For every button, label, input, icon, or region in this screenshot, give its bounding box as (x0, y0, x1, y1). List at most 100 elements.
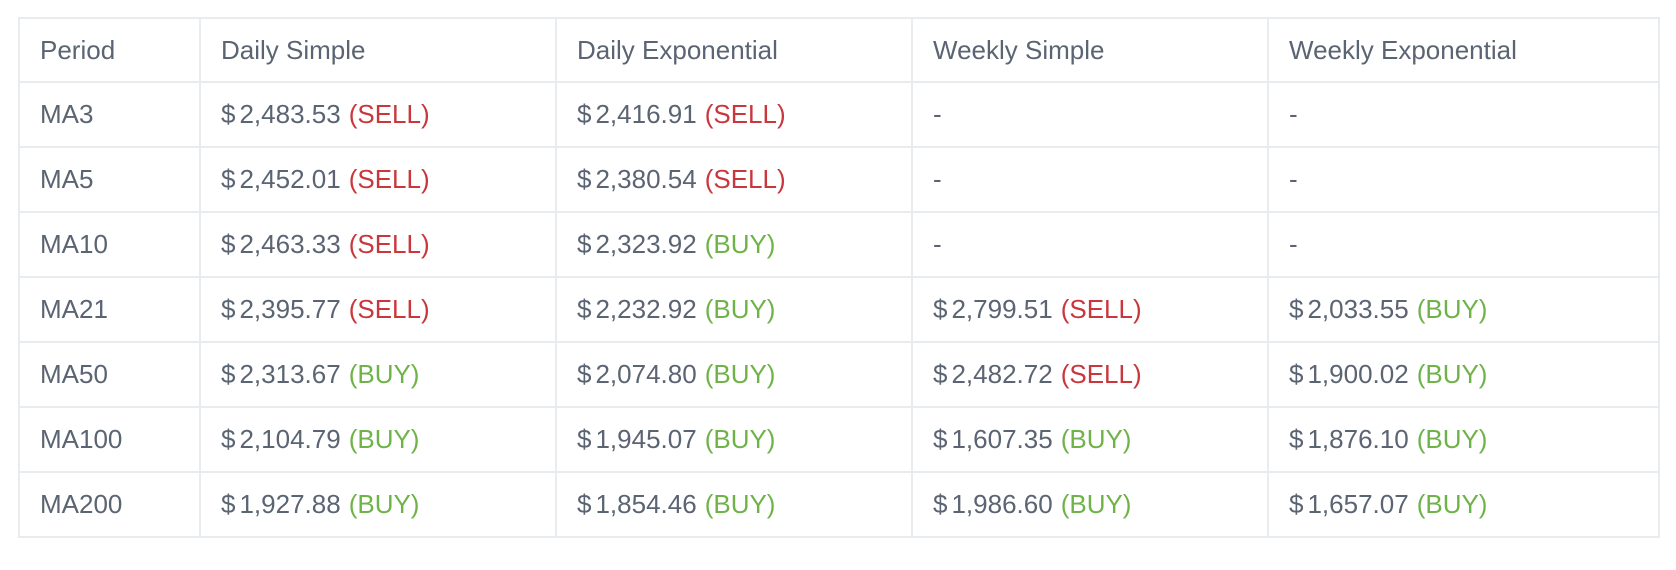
currency-symbol: $ (933, 359, 948, 389)
buy-signal: (BUY) (1416, 424, 1488, 454)
daily-exponential-cell: $1,854.46 (BUY) (555, 471, 913, 538)
header-period: Period (18, 17, 201, 83)
header-daily-simple: Daily Simple (199, 17, 557, 83)
header-row: Period Daily Simple Daily Exponential We… (18, 17, 1660, 83)
buy-signal: (BUY) (704, 359, 776, 389)
period-cell: MA10 (18, 211, 201, 278)
sell-signal: (SELL) (348, 229, 430, 259)
table-row: MA100 $2,104.79 (BUY) $1,945.07 (BUY) $1,607.… (18, 406, 1660, 473)
buy-signal: (BUY) (704, 294, 776, 324)
price-value: 1,900.02 (1307, 359, 1409, 389)
daily-exponential-cell: $2,323.92 (BUY) (555, 211, 913, 278)
currency-symbol: $ (933, 489, 948, 519)
currency-symbol: $ (577, 99, 592, 129)
buy-signal: (BUY) (348, 489, 420, 519)
price-value: 1,854.46 (595, 489, 697, 519)
weekly-exponential-cell: $2,033.55 (BUY) (1267, 276, 1660, 343)
sell-signal: (SELL) (704, 99, 786, 129)
price-value: 2,799.51 (951, 294, 1053, 324)
weekly-simple-cell: $2,482.72 (SELL) (911, 341, 1269, 408)
daily-exponential-cell: $2,380.54 (SELL) (555, 146, 913, 213)
daily-exponential-cell: $2,232.92 (BUY) (555, 276, 913, 343)
currency-symbol: $ (221, 99, 236, 129)
price-value: 2,232.92 (595, 294, 697, 324)
empty-value: - (1289, 99, 1298, 129)
empty-value: - (1289, 229, 1298, 259)
weekly-exponential-cell: $1,657.07 (BUY) (1267, 471, 1660, 538)
table-row: MA3 $2,483.53 (SELL) $2,416.91 (SELL) - - (18, 81, 1660, 148)
buy-signal: (BUY) (1416, 489, 1488, 519)
weekly-exponential-cell: $1,876.10 (BUY) (1267, 406, 1660, 473)
table-row: MA200 $1,927.88 (BUY) $1,854.46 (BUY) $1,986.… (18, 471, 1660, 538)
price-value: 2,483.53 (239, 99, 341, 129)
daily-exponential-cell: $2,416.91 (SELL) (555, 81, 913, 148)
sell-signal: (SELL) (348, 164, 430, 194)
table-header: Period Daily Simple Daily Exponential We… (18, 17, 1660, 83)
price-value: 2,104.79 (239, 424, 341, 454)
sell-signal: (SELL) (1060, 359, 1142, 389)
price-value: 2,033.55 (1307, 294, 1409, 324)
daily-simple-cell: $2,463.33 (SELL) (199, 211, 557, 278)
price-value: 1,876.10 (1307, 424, 1409, 454)
currency-symbol: $ (221, 229, 236, 259)
price-value: 2,416.91 (595, 99, 697, 129)
price-value: 2,395.77 (239, 294, 341, 324)
daily-simple-cell: $2,395.77 (SELL) (199, 276, 557, 343)
buy-signal: (BUY) (1416, 359, 1488, 389)
period-cell: MA200 (18, 471, 201, 538)
price-value: 2,313.67 (239, 359, 341, 389)
empty-value: - (1289, 164, 1298, 194)
price-value: 2,323.92 (595, 229, 697, 259)
period-cell: MA50 (18, 341, 201, 408)
daily-exponential-cell: $2,074.80 (BUY) (555, 341, 913, 408)
weekly-exponential-cell: - (1267, 211, 1660, 278)
period-cell: MA100 (18, 406, 201, 473)
daily-exponential-cell: $1,945.07 (BUY) (555, 406, 913, 473)
period-cell: MA3 (18, 81, 201, 148)
buy-signal: (BUY) (1416, 294, 1488, 324)
price-value: 1,945.07 (595, 424, 697, 454)
currency-symbol: $ (1289, 294, 1304, 324)
currency-symbol: $ (577, 359, 592, 389)
weekly-exponential-cell: $1,900.02 (BUY) (1267, 341, 1660, 408)
currency-symbol: $ (221, 359, 236, 389)
header-weekly-exponential: Weekly Exponential (1267, 17, 1660, 83)
buy-signal: (BUY) (1060, 424, 1132, 454)
empty-value: - (933, 229, 942, 259)
currency-symbol: $ (933, 294, 948, 324)
moving-averages-table-container: Period Daily Simple Daily Exponential We… (18, 17, 1660, 538)
weekly-simple-cell: $1,986.60 (BUY) (911, 471, 1269, 538)
daily-simple-cell: $2,104.79 (BUY) (199, 406, 557, 473)
table-body: MA3 $2,483.53 (SELL) $2,416.91 (SELL) - - MA5 $2… (18, 81, 1660, 538)
weekly-simple-cell: - (911, 81, 1269, 148)
daily-simple-cell: $1,927.88 (BUY) (199, 471, 557, 538)
sell-signal: (SELL) (348, 294, 430, 324)
price-value: 2,463.33 (239, 229, 341, 259)
currency-symbol: $ (577, 294, 592, 324)
currency-symbol: $ (577, 164, 592, 194)
header-daily-exponential: Daily Exponential (555, 17, 913, 83)
buy-signal: (BUY) (1060, 489, 1132, 519)
table-row: MA50 $2,313.67 (BUY) $2,074.80 (BUY) $2,482.7… (18, 341, 1660, 408)
price-value: 2,380.54 (595, 164, 697, 194)
sell-signal: (SELL) (704, 164, 786, 194)
price-value: 1,986.60 (951, 489, 1053, 519)
currency-symbol: $ (933, 424, 948, 454)
table-row: MA5 $2,452.01 (SELL) $2,380.54 (SELL) - - (18, 146, 1660, 213)
buy-signal: (BUY) (704, 489, 776, 519)
currency-symbol: $ (577, 424, 592, 454)
currency-symbol: $ (221, 164, 236, 194)
currency-symbol: $ (1289, 424, 1304, 454)
price-value: 1,607.35 (951, 424, 1053, 454)
weekly-simple-cell: - (911, 146, 1269, 213)
currency-symbol: $ (221, 294, 236, 324)
empty-value: - (933, 99, 942, 129)
currency-symbol: $ (577, 229, 592, 259)
period-cell: MA5 (18, 146, 201, 213)
price-value: 2,452.01 (239, 164, 341, 194)
buy-signal: (BUY) (704, 424, 776, 454)
currency-symbol: $ (1289, 359, 1304, 389)
daily-simple-cell: $2,313.67 (BUY) (199, 341, 557, 408)
weekly-simple-cell: $1,607.35 (BUY) (911, 406, 1269, 473)
price-value: 1,657.07 (1307, 489, 1409, 519)
